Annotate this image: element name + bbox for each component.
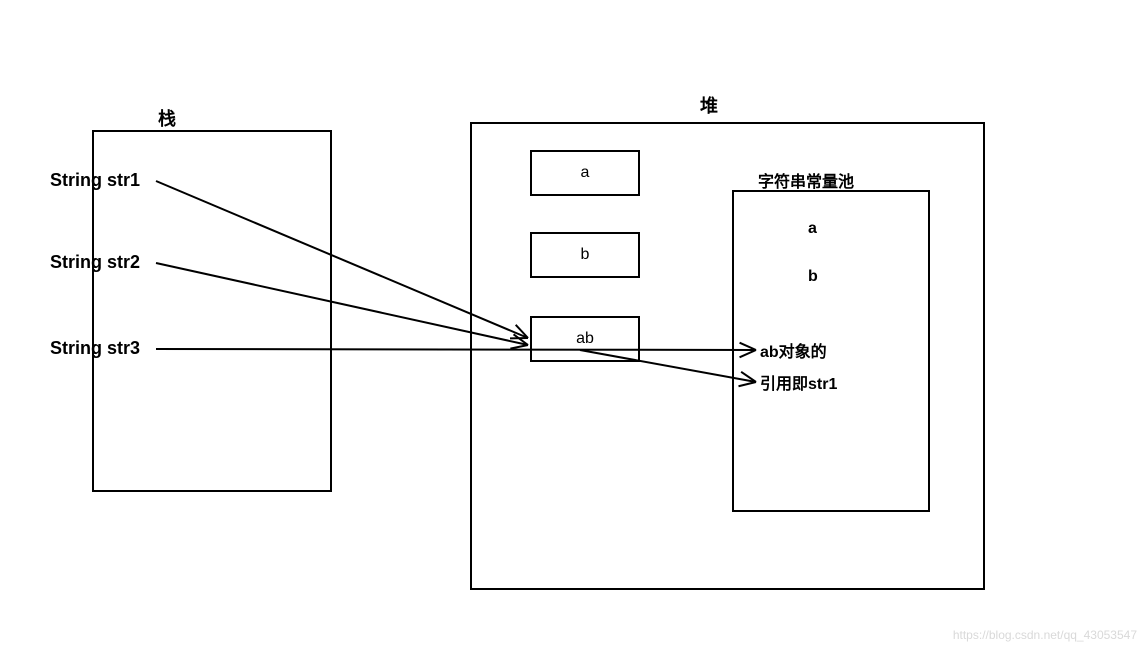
stack-item-str2: String str2 xyxy=(50,252,140,273)
pool-item-b: b xyxy=(808,268,818,286)
pool-item-ab-line2: 引用即str1 xyxy=(760,370,837,394)
heap-object-b: b xyxy=(530,232,640,278)
stack-item-str3: String str3 xyxy=(50,338,140,359)
heap-title: 堆 xyxy=(700,92,718,118)
pool-item-ab-line1: ab对象的 xyxy=(760,338,827,362)
heap-object-b-label: b xyxy=(581,246,590,264)
heap-object-a: a xyxy=(530,150,640,196)
heap-object-a-label: a xyxy=(581,164,590,182)
string-pool-title: 字符串常量池 xyxy=(758,168,854,192)
pool-item-a: a xyxy=(808,220,817,238)
heap-object-ab: ab xyxy=(530,316,640,362)
watermark: https://blog.csdn.net/qq_43053547 xyxy=(953,628,1137,642)
heap-object-ab-label: ab xyxy=(576,330,594,348)
stack-item-str1: String str1 xyxy=(50,170,140,191)
stack-title: 栈 xyxy=(158,105,176,131)
